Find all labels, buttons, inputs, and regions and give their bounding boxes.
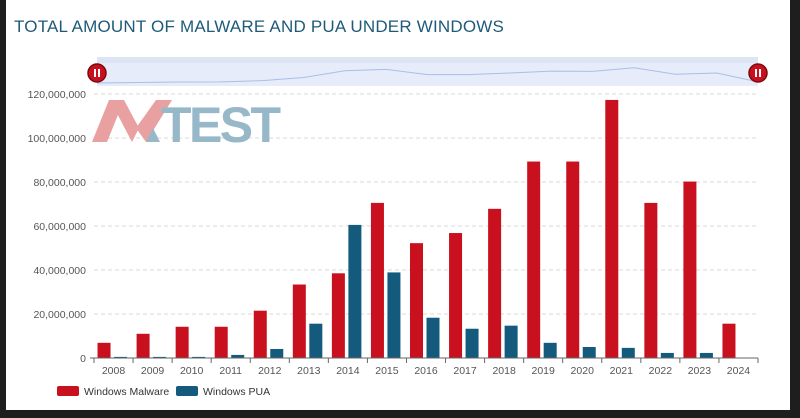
svg-text:TEST: TEST: [161, 97, 281, 153]
legend-label-1[interactable]: Windows PUA: [203, 386, 270, 398]
malware-bar-2021[interactable]: [605, 99, 619, 358]
malware-bar-2012[interactable]: [253, 310, 267, 358]
x-tick-label: 2019: [531, 365, 555, 377]
chart-svg: 0 20,000,000 40,000,000 60,000,000 80,000,00…: [28, 57, 768, 398]
pua-bar-2009[interactable]: [153, 356, 167, 358]
chart-panel: TOTAL AMOUNT OF MALWARE AND PUA UNDER WI…: [6, 0, 790, 410]
x-tick-label: 2020: [571, 365, 595, 377]
y-tick-label: 120,000,000: [28, 89, 87, 101]
malware-bar-2016[interactable]: [410, 243, 423, 358]
malware-bar-2019[interactable]: [527, 161, 541, 358]
x-tick-label: 2014: [336, 365, 360, 377]
pua-bar-2019[interactable]: [543, 342, 557, 358]
pua-bar-2016[interactable]: [426, 317, 440, 358]
y-tick-label: 80,000,000: [33, 177, 86, 189]
pua-bar-2021[interactable]: [621, 347, 635, 358]
pua-bar-2015[interactable]: [387, 272, 401, 358]
x-tick-label: 2013: [297, 365, 321, 377]
y-tick-label: 40,000,000: [33, 265, 86, 277]
chart-title: TOTAL AMOUNT OF MALWARE AND PUA UNDER WI…: [14, 17, 505, 36]
navigator-series-line: [96, 67, 759, 84]
navigator-left-handle[interactable]: [87, 63, 107, 83]
pua-bar-2023[interactable]: [699, 352, 713, 358]
av-test-logo: TEST: [92, 97, 281, 153]
malware-bar-2008[interactable]: [97, 342, 111, 358]
x-tick-label: 2021: [610, 365, 634, 377]
malware-bar-2014[interactable]: [331, 273, 345, 358]
x-tick-label: 2017: [453, 365, 477, 377]
pua-bar-2012[interactable]: [270, 348, 284, 358]
malware-bar-2018[interactable]: [488, 208, 502, 358]
y-tick-label: 60,000,000: [33, 221, 86, 233]
malware-bar-2015[interactable]: [370, 202, 384, 358]
pause-handle-icon: [98, 69, 100, 77]
x-tick-label: 2008: [102, 365, 126, 377]
malware-bar-2024[interactable]: [722, 323, 736, 358]
malware-bar-2022[interactable]: [644, 202, 658, 358]
y-tick-label: 20,000,000: [33, 309, 86, 321]
pua-bar-2011[interactable]: [231, 354, 245, 358]
x-tick-label: 2009: [141, 365, 165, 377]
malware-bar-2017[interactable]: [449, 233, 463, 358]
x-tick-label: 2011: [219, 365, 242, 377]
navigator-top-band: [97, 57, 758, 63]
malware-bar-2020[interactable]: [566, 161, 580, 358]
malware-bar-2013[interactable]: [292, 284, 306, 358]
x-tick-label: 2010: [180, 365, 204, 377]
pua-bar-2022[interactable]: [660, 352, 674, 358]
legend-swatch-0[interactable]: [57, 386, 79, 396]
pua-bar-2018[interactable]: [504, 325, 518, 358]
pua-bar-2008[interactable]: [114, 356, 128, 358]
x-tick-label: 2023: [688, 365, 712, 377]
pua-bar-2013[interactable]: [309, 323, 323, 358]
x-tick-label: 2015: [375, 365, 399, 377]
pua-bar-2020[interactable]: [582, 347, 596, 358]
pua-bar-2010[interactable]: [192, 356, 206, 358]
navigator-right-handle[interactable]: [748, 63, 768, 83]
y-tick-label: 0: [80, 353, 86, 365]
malware-bar-2023[interactable]: [683, 181, 697, 358]
malware-bar-2009[interactable]: [136, 333, 150, 358]
x-tick-label: 2018: [492, 365, 516, 377]
malware-bar-2011[interactable]: [214, 326, 228, 358]
y-tick-label: 100,000,000: [28, 133, 87, 145]
pua-bar-2017[interactable]: [465, 328, 479, 358]
legend-label-0[interactable]: Windows Malware: [84, 386, 169, 398]
legend-swatch-1[interactable]: [176, 386, 198, 396]
pause-handle-icon: [759, 69, 761, 77]
pause-handle-icon: [94, 69, 96, 77]
x-tick-label: 2016: [414, 365, 438, 377]
malware-bar-2010[interactable]: [175, 326, 189, 358]
x-tick-label: 2024: [727, 365, 751, 377]
x-tick-label: 2022: [649, 365, 673, 377]
pua-bar-2014[interactable]: [348, 224, 362, 358]
x-tick-label: 2012: [258, 365, 282, 377]
pause-handle-icon: [755, 69, 757, 77]
